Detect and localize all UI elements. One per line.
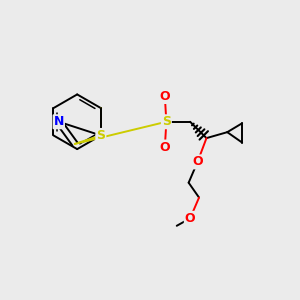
Text: O: O xyxy=(185,212,195,225)
Text: N: N xyxy=(54,115,64,128)
Text: S: S xyxy=(96,129,105,142)
Text: O: O xyxy=(160,90,170,103)
Text: O: O xyxy=(192,155,203,168)
Text: O: O xyxy=(160,140,170,154)
Text: S: S xyxy=(162,115,171,128)
